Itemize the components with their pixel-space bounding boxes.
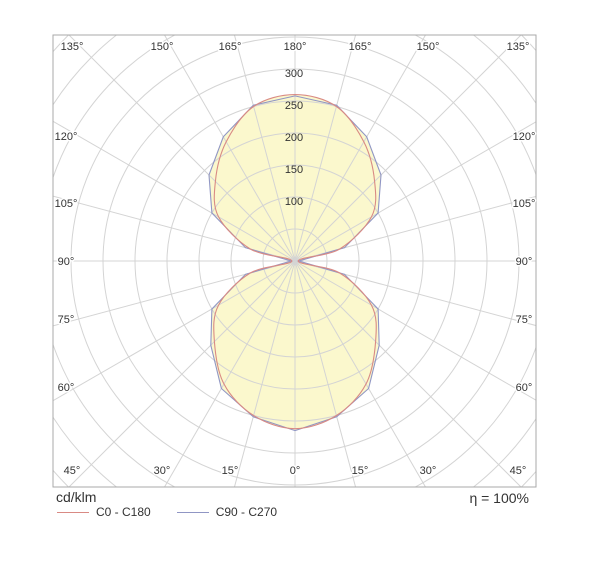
angle-label-bottom: 45° [64, 465, 81, 477]
curve-c0-c180 [213, 94, 377, 430]
angle-label-top: 135° [61, 41, 84, 53]
grid-ray [294, 260, 522, 487]
angle-label-bottom: 45° [510, 465, 527, 477]
grid-ray [294, 195, 536, 262]
angle-label-top: 135° [507, 41, 530, 53]
angle-label-top: 150° [151, 41, 174, 53]
grid-ray [163, 35, 296, 262]
angle-label-top: 165° [349, 41, 372, 53]
c0-c180-line-swatch [57, 511, 89, 513]
ring-value-label: 150 [285, 164, 303, 176]
angle-label-right: 120° [513, 131, 536, 143]
angle-label-top: 180° [284, 41, 307, 53]
grid-ray [53, 120, 296, 262]
legend-label-c0-c180: C0 - C180 [96, 505, 151, 519]
angle-label-bottom: 0° [290, 465, 301, 477]
angle-label-left: 105° [55, 198, 78, 210]
angle-label-bottom: 30° [420, 465, 437, 477]
grid-ray [294, 260, 536, 327]
grid-ray [233, 260, 296, 487]
grid-ray [294, 35, 522, 262]
light-output-ratio-label: η = 100% [469, 490, 529, 506]
grid-ray [294, 260, 536, 401]
grid-ray [163, 260, 296, 487]
grid-ray [294, 260, 427, 487]
angle-label-right: 75° [516, 314, 533, 326]
angle-label-right: 105° [513, 198, 536, 210]
grid-ray [68, 260, 296, 487]
angle-label-bottom: 15° [352, 465, 369, 477]
grid-ray [53, 195, 296, 262]
legend-item-c0-c180: C0 - C180 [57, 505, 151, 519]
unit-label: cd/klm [56, 489, 97, 505]
grid-ray [68, 35, 296, 262]
legend: C0 - C180 C90 - C270 [57, 505, 277, 519]
angle-label-left: 90° [58, 256, 75, 268]
angle-label-top: 165° [219, 41, 242, 53]
intensity-curves [208, 94, 382, 432]
angle-label-left: 75° [58, 314, 75, 326]
grid-ray [294, 121, 536, 262]
angle-label-right: 90° [516, 256, 533, 268]
grid-ray [53, 260, 296, 402]
grid-ray [233, 35, 296, 262]
grid-ray [53, 260, 296, 327]
angle-label-right: 60° [516, 382, 533, 394]
legend-item-c90-c270: C90 - C270 [176, 505, 278, 519]
angle-label-left: 60° [58, 382, 75, 394]
c90-c270-line-swatch [176, 511, 209, 513]
curve-c90-c270 [208, 95, 382, 432]
angle-label-bottom: 15° [222, 465, 239, 477]
grid-ray [294, 260, 357, 487]
ring-value-label: 200 [285, 132, 303, 144]
angle-label-left: 120° [55, 131, 78, 143]
ring-value-label: 250 [285, 100, 303, 112]
ring-value-label: 100 [285, 196, 303, 208]
grid-ray [294, 35, 357, 262]
grid-ray [294, 35, 427, 262]
chart-labels: 100 150 200 250 300 135° 150° 165° 180° 165° 150° 1… [53, 39, 537, 478]
plot-border [52, 34, 537, 488]
ring-value-label: 300 [285, 68, 303, 80]
angle-label-bottom: 30° [154, 465, 171, 477]
angle-label-top: 150° [417, 41, 440, 53]
legend-label-c90-c270: C90 - C270 [215, 505, 278, 519]
